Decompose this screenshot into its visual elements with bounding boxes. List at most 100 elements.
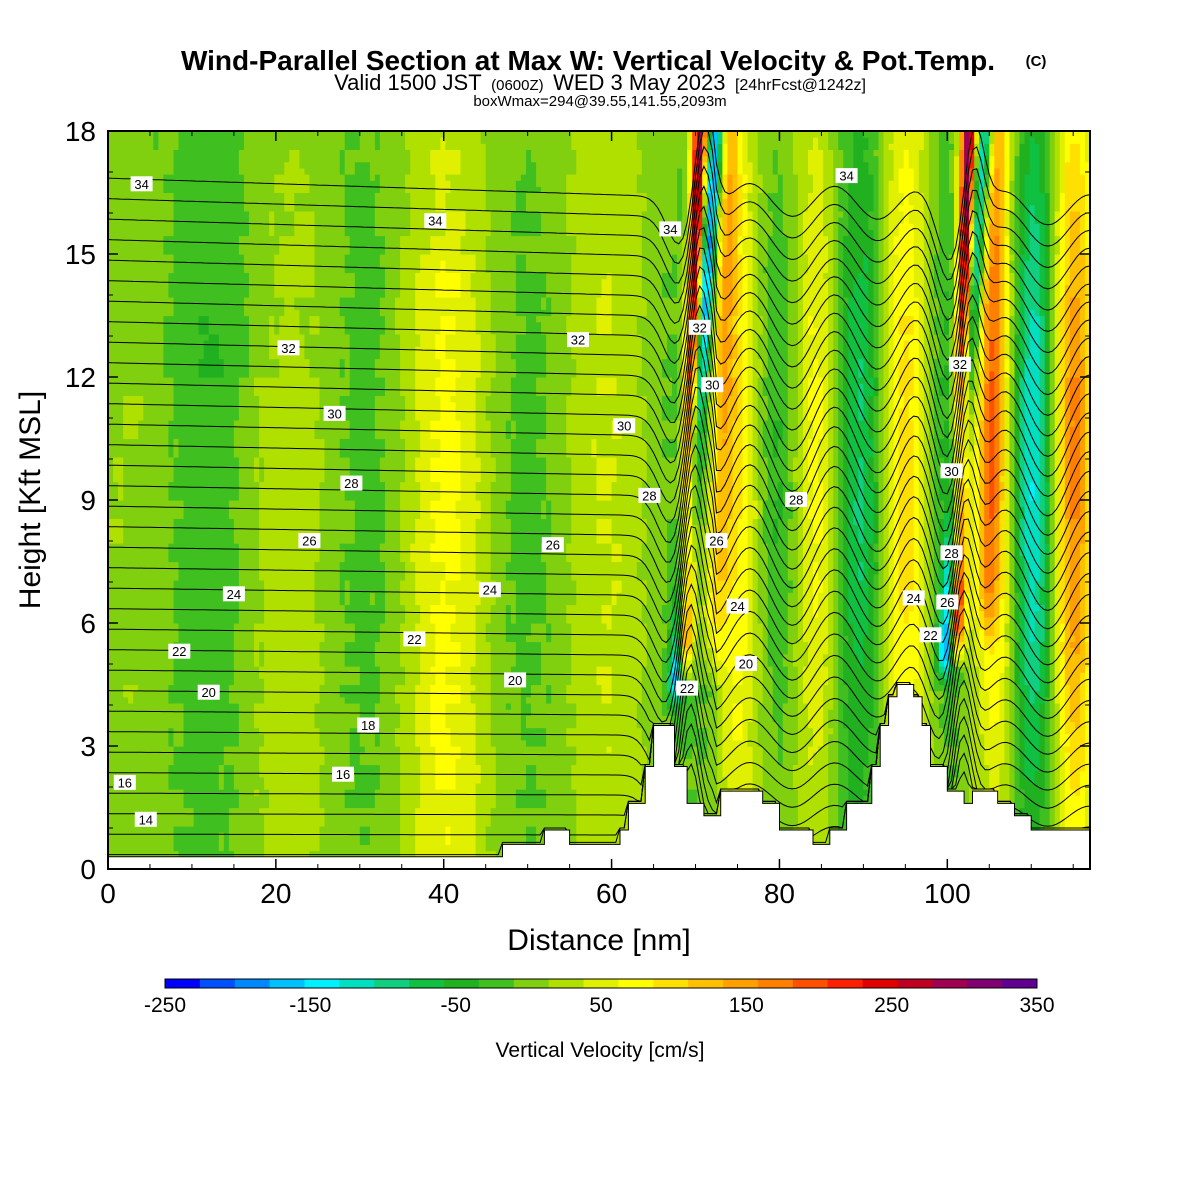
velocity-cell — [727, 315, 733, 335]
velocity-cell — [435, 420, 441, 439]
velocity-cell — [989, 616, 995, 636]
contour-label-text: 28 — [344, 476, 358, 491]
velocity-cell — [128, 438, 134, 686]
velocity-cell — [697, 131, 703, 169]
velocity-cell — [450, 641, 456, 667]
velocity-cell — [702, 155, 708, 163]
velocity-cell — [168, 456, 174, 483]
velocity-cell — [490, 333, 497, 378]
velocity-cell — [752, 500, 759, 519]
velocity-cell — [682, 579, 688, 587]
velocity-cell — [601, 518, 608, 544]
velocity-cell — [450, 174, 456, 212]
velocity-cell — [1085, 635, 1090, 642]
velocity-cell — [702, 131, 708, 138]
velocity-cell — [505, 604, 512, 642]
velocity-cell — [707, 333, 713, 353]
velocity-cell — [1024, 174, 1031, 261]
velocity-cell — [319, 438, 326, 483]
velocity-cell — [858, 666, 864, 815]
velocity-cell — [284, 210, 290, 237]
velocity-cell — [118, 518, 124, 544]
velocity-cell — [561, 131, 567, 869]
contour-label: 22 — [403, 631, 426, 647]
velocity-cell — [818, 579, 824, 593]
velocity-cell — [490, 456, 497, 483]
velocity-cell — [510, 358, 517, 378]
velocity-cell — [163, 235, 169, 255]
velocity-cell — [954, 666, 960, 698]
velocity-cell — [264, 131, 270, 378]
velocity-cell — [908, 358, 915, 396]
velocity-cell — [526, 727, 532, 747]
velocity-cell — [757, 192, 764, 317]
colorbar-tick-label: -150 — [289, 994, 331, 1017]
velocity-cell — [1044, 131, 1051, 194]
velocity-cell — [918, 149, 925, 193]
velocity-cell — [601, 395, 608, 458]
velocity-cell — [359, 131, 366, 163]
contour-label-text: 30 — [617, 419, 631, 434]
velocity-cell — [606, 272, 613, 335]
velocity-cell — [682, 672, 688, 679]
velocity-cell — [274, 358, 280, 378]
velocity-cell — [989, 358, 995, 372]
velocity-cell — [274, 192, 280, 255]
velocity-cell — [984, 186, 990, 200]
velocity-cell — [254, 131, 260, 378]
velocity-cell — [269, 358, 275, 378]
velocity-cell — [1044, 512, 1051, 544]
velocity-cell — [133, 684, 139, 692]
velocity-cell — [395, 684, 401, 704]
velocity-cell — [868, 210, 874, 230]
velocity-cell — [954, 696, 960, 729]
velocity-cell — [888, 131, 895, 144]
velocity-cell — [475, 481, 482, 501]
colorbar-frame — [164, 978, 1038, 989]
velocity-cell — [1009, 272, 1015, 317]
velocity-cell — [374, 235, 381, 360]
velocity-cell — [954, 254, 960, 317]
velocity-cell — [168, 377, 174, 421]
velocity-cell — [697, 764, 703, 827]
velocity-cell — [531, 641, 537, 686]
velocity-cell — [541, 377, 547, 396]
velocity-cell — [1004, 666, 1010, 809]
contour-label-bg — [688, 319, 711, 335]
colorbar-swatch — [723, 979, 759, 988]
velocity-cell — [304, 174, 310, 193]
velocity-cell — [460, 131, 467, 212]
velocity-cell — [944, 666, 950, 673]
velocity-cell — [344, 333, 351, 396]
velocity-cell — [772, 456, 779, 501]
velocity-cell — [556, 131, 562, 869]
isentrope-line — [108, 443, 1090, 589]
velocity-cell — [349, 543, 356, 624]
contour-label-bg — [638, 487, 661, 503]
contour-label-text: 22 — [407, 632, 421, 647]
velocity-cell — [722, 776, 728, 790]
velocity-cell — [309, 315, 315, 335]
velocity-cell — [596, 333, 603, 378]
velocity-cell — [933, 254, 940, 298]
velocity-cell — [541, 395, 547, 440]
velocity-cell — [1039, 703, 1046, 809]
velocity-cell — [767, 666, 774, 869]
velocity-cell — [379, 456, 386, 483]
velocity-cell — [979, 284, 985, 304]
velocity-cell — [636, 149, 643, 175]
velocity-cell — [475, 377, 482, 458]
velocity-cell — [762, 456, 769, 501]
velocity-cell — [354, 131, 361, 150]
velocity-cell — [480, 131, 487, 144]
velocity-cell — [707, 592, 713, 624]
velocity-cell — [445, 131, 451, 150]
velocity-cell — [571, 149, 577, 175]
contour-label-bg — [676, 680, 699, 696]
velocity-cell — [475, 604, 482, 765]
velocity-cell — [485, 235, 492, 273]
velocity-cell — [379, 561, 386, 624]
isentrope-line — [108, 463, 1090, 607]
velocity-cell — [959, 684, 965, 869]
velocity-cell — [470, 297, 477, 667]
